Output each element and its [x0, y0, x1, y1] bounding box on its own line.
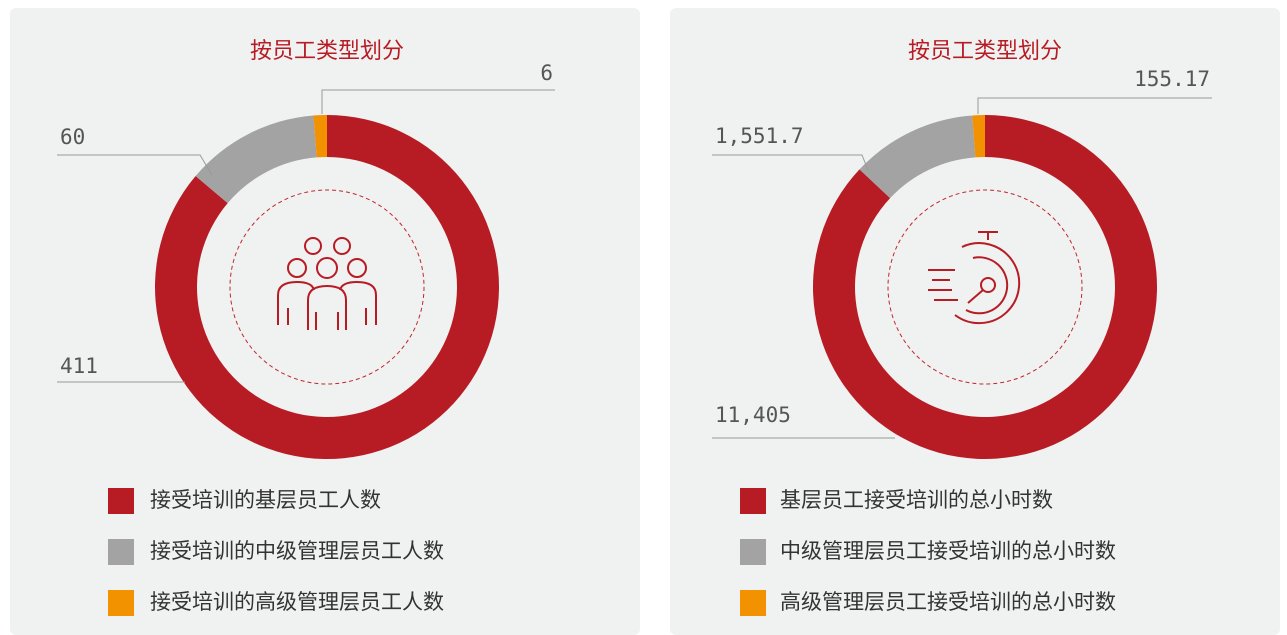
value-label: 11,405 [715, 403, 791, 427]
leader-line [57, 154, 213, 176]
legend-label: 接受培训的基层员工人数 [150, 488, 381, 512]
legend-swatch [108, 590, 134, 616]
legend-swatch [108, 488, 134, 514]
inner-dashed-ring [229, 189, 425, 385]
legend-label: 中级管理层员工接受培训的总小时数 [780, 539, 1116, 563]
leader-line [321, 89, 555, 114]
value-label: 411 [60, 354, 98, 378]
legend-label: 接受培训的中级管理层员工人数 [150, 539, 444, 563]
panel [670, 8, 1280, 635]
value-label: 1,551.7 [715, 124, 804, 148]
inner-dashed-ring [887, 189, 1083, 385]
legend-label: 基层员工接受培训的总小时数 [780, 488, 1053, 512]
people-icon [277, 237, 377, 330]
legend-label: 接受培训的高级管理层员工人数 [150, 590, 444, 614]
donut-segment [195, 115, 317, 204]
panel [10, 8, 640, 635]
value-label: 155.17 [1134, 67, 1210, 91]
stopwatch-icon [928, 231, 1021, 325]
chart-title: 按员工类型划分 [908, 39, 1062, 64]
legend-swatch [108, 539, 134, 565]
leader-line [977, 97, 1212, 114]
legend-swatch [740, 539, 766, 565]
legend-label: 高级管理层员工接受培训的总小时数 [780, 590, 1116, 614]
value-label: 6 [540, 61, 553, 85]
chart-title: 按员工类型划分 [250, 39, 404, 64]
leader-line [712, 154, 869, 171]
value-label: 60 [60, 125, 85, 149]
legend-swatch [740, 488, 766, 514]
donut-segment [313, 115, 327, 158]
legend-swatch [740, 590, 766, 616]
donut-segment [972, 115, 985, 158]
donut-segment [859, 115, 976, 199]
